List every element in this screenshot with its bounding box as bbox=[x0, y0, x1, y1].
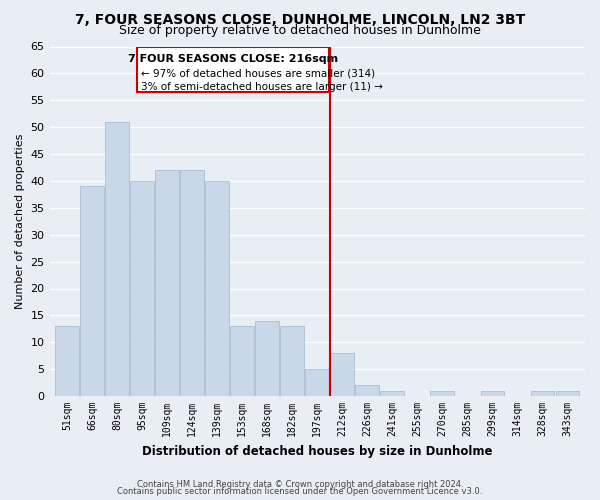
Bar bbox=[105, 122, 129, 396]
Bar bbox=[305, 369, 329, 396]
Bar bbox=[256, 321, 279, 396]
Bar bbox=[380, 390, 404, 396]
Bar bbox=[180, 170, 204, 396]
Text: ← 97% of detached houses are smaller (314): ← 97% of detached houses are smaller (31… bbox=[141, 68, 375, 78]
Text: Contains HM Land Registry data © Crown copyright and database right 2024.: Contains HM Land Registry data © Crown c… bbox=[137, 480, 463, 489]
Bar bbox=[530, 390, 554, 396]
Bar bbox=[430, 390, 454, 396]
Bar bbox=[205, 181, 229, 396]
Y-axis label: Number of detached properties: Number of detached properties bbox=[15, 134, 25, 309]
X-axis label: Distribution of detached houses by size in Dunholme: Distribution of detached houses by size … bbox=[142, 444, 493, 458]
Bar bbox=[280, 326, 304, 396]
Bar bbox=[80, 186, 104, 396]
Text: Size of property relative to detached houses in Dunholme: Size of property relative to detached ho… bbox=[119, 24, 481, 37]
Text: Contains public sector information licensed under the Open Government Licence v3: Contains public sector information licen… bbox=[118, 487, 482, 496]
Bar bbox=[230, 326, 254, 396]
Bar bbox=[55, 326, 79, 396]
Bar bbox=[130, 181, 154, 396]
FancyBboxPatch shape bbox=[137, 46, 329, 92]
Bar bbox=[331, 353, 354, 396]
Text: 7 FOUR SEASONS CLOSE: 216sqm: 7 FOUR SEASONS CLOSE: 216sqm bbox=[128, 54, 338, 64]
Bar bbox=[355, 386, 379, 396]
Text: 3% of semi-detached houses are larger (11) →: 3% of semi-detached houses are larger (1… bbox=[141, 82, 383, 92]
Bar bbox=[155, 170, 179, 396]
Text: 7, FOUR SEASONS CLOSE, DUNHOLME, LINCOLN, LN2 3BT: 7, FOUR SEASONS CLOSE, DUNHOLME, LINCOLN… bbox=[75, 12, 525, 26]
Bar bbox=[481, 390, 505, 396]
Bar bbox=[556, 390, 580, 396]
